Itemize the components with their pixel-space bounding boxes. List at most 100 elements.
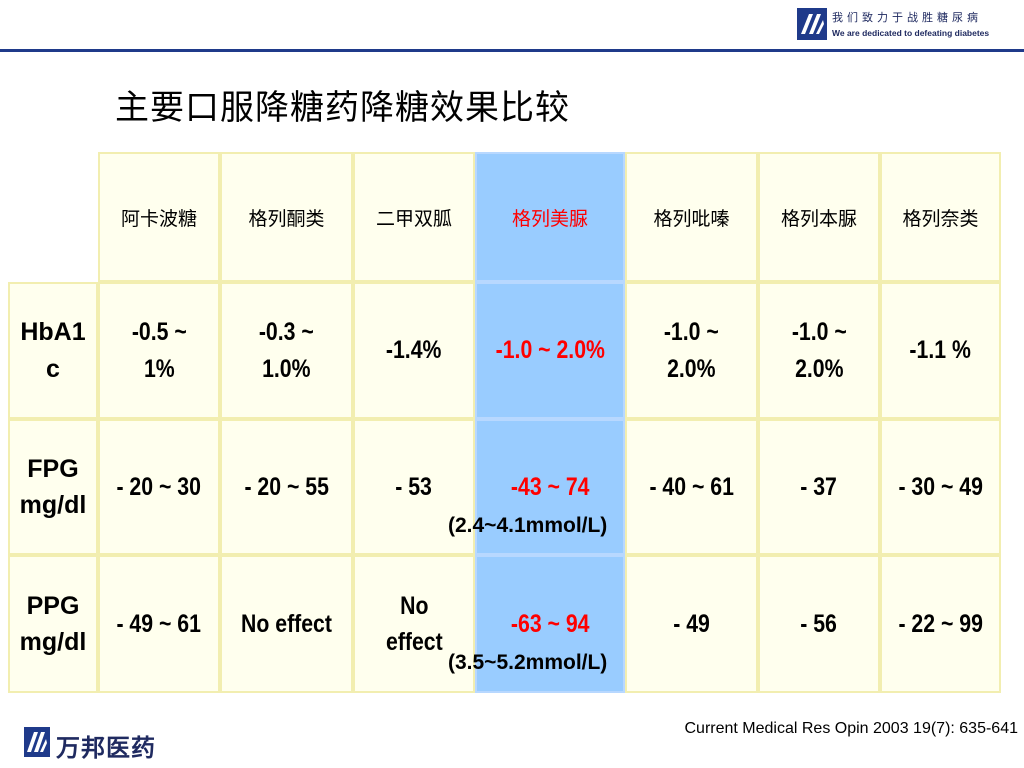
wanbang-logo-icon	[797, 8, 827, 40]
cell-value: No effect	[386, 588, 443, 661]
fpg-unit-note: (2.4~4.1mmol/L)	[448, 514, 608, 537]
cell-value-line: -1.0 ~ 2.0%	[495, 336, 605, 365]
header-slogan-en: We are dedicated to defeating diabetes	[832, 28, 990, 38]
cell-value-line: -43 ~ 74	[510, 472, 590, 501]
table-cell: - 20 ~ 55	[220, 419, 353, 555]
wanbang-logo-icon	[24, 727, 50, 757]
cell-value: -1.1 %	[910, 332, 971, 368]
cell-value-line: -0.5 ~	[131, 318, 187, 347]
header-divider	[0, 49, 1024, 52]
column-header-label: 格列酮类	[248, 207, 325, 230]
cell-value-line: - 40 ~ 61	[649, 472, 734, 501]
cell-value-line: -1.0 ~	[791, 318, 847, 347]
cell-value-line: -0.3 ~	[259, 318, 314, 347]
cell-value: - 56	[801, 606, 838, 642]
table-cell: - 53	[353, 419, 475, 555]
cell-value-line: - 37	[800, 472, 838, 501]
cell-value-line: - 20 ~ 30	[116, 472, 202, 501]
cell-value-line: - 30 ~ 49	[898, 472, 983, 501]
header-slogan-cn: 我们致力于战胜糖尿病	[832, 11, 982, 24]
cell-value: -63 ~ 94	[511, 606, 590, 642]
column-header-label: 格列吡嗪	[653, 207, 730, 230]
row-header-label: PPG mg/dl	[20, 588, 87, 661]
cell-value-line: - 49 ~ 61	[116, 609, 202, 638]
table-cell: - 56	[758, 555, 880, 693]
cell-value-line: -1.0 ~	[664, 318, 719, 347]
cell-value-line: -1.1 %	[909, 336, 972, 365]
row-header-line: PPG	[26, 591, 80, 620]
row-header-label: HbA1 c	[20, 314, 85, 387]
cell-value-line: - 22 ~ 99	[898, 609, 983, 638]
cell-value-line: 2.0%	[667, 354, 716, 383]
column-header-label: 格列奈类	[902, 207, 979, 230]
cell-value-line: - 53	[395, 472, 433, 501]
cell-value-line: 2.0%	[794, 354, 844, 383]
cell-value: - 49 ~ 61	[117, 606, 201, 642]
cell-value-line: -63 ~ 94	[510, 609, 590, 638]
table-cell: -1.0 ~ 2.0%	[475, 282, 625, 419]
cell-value-line: - 20 ~ 55	[244, 472, 329, 501]
cell-value: - 53	[396, 469, 433, 505]
table-cell: -0.5 ~ 1%	[98, 282, 220, 419]
cell-value: - 40 ~ 61	[649, 469, 733, 505]
cell-value: -1.0 ~ 2.0%	[664, 314, 719, 387]
table-cell: -43 ~ 74	[475, 419, 625, 555]
table-cell: No effect	[353, 555, 475, 693]
column-header: 格列奈类	[880, 152, 1001, 282]
table-cell: -1.0 ~ 2.0%	[625, 282, 758, 419]
footer-brand: 万邦医药	[56, 734, 156, 762]
cell-value: -1.4%	[386, 332, 442, 368]
cell-value-line: effect	[385, 628, 443, 656]
table-cell: -0.3 ~ 1.0%	[220, 282, 353, 419]
cell-value: - 22 ~ 99	[898, 606, 982, 642]
cell-value-line: - 56	[800, 609, 838, 638]
table-cell: - 37	[758, 419, 880, 555]
column-header-label: 格列本脲	[780, 207, 857, 230]
table-cell: -1.4%	[353, 282, 475, 419]
cell-value: - 20 ~ 30	[117, 469, 201, 505]
column-header-label: 格列美脲	[511, 207, 588, 230]
cell-value: No effect	[241, 606, 332, 642]
row-header-line: HbA1	[20, 318, 86, 347]
row-header-label: FPG mg/dl	[20, 451, 87, 524]
table-cell: - 20 ~ 30	[98, 419, 220, 555]
cell-value: -0.3 ~ 1.0%	[259, 314, 314, 387]
row-header-line: c	[46, 354, 60, 383]
table-cell: -1.1 %	[880, 282, 1001, 419]
cell-value: - 49	[673, 606, 710, 642]
cell-value-line: No effect	[241, 609, 332, 638]
page-title: 主要口服降糖药降糖效果比较	[115, 88, 570, 128]
table-cell: - 30 ~ 49	[880, 419, 1001, 555]
column-header-label: 二甲双胍	[375, 207, 452, 230]
table-cell: - 40 ~ 61	[625, 419, 758, 555]
column-header-label: 阿卡波糖	[120, 207, 197, 230]
column-header: 阿卡波糖	[98, 152, 220, 282]
row-header-line: mg/dl	[19, 628, 87, 656]
row-header: HbA1 c	[8, 282, 98, 419]
column-header: 格列酮类	[220, 152, 353, 282]
cell-value-line: 1%	[143, 354, 175, 383]
cell-value-line: - 49	[673, 609, 710, 638]
cell-value: -0.5 ~ 1%	[132, 314, 187, 387]
table-cell: -1.0 ~ 2.0%	[758, 282, 880, 419]
row-header: PPG mg/dl	[8, 555, 98, 693]
cell-value: - 30 ~ 49	[898, 469, 982, 505]
cell-value-line: -1.4%	[386, 336, 442, 365]
cell-value: - 20 ~ 55	[244, 469, 328, 505]
row-header: FPG mg/dl	[8, 419, 98, 555]
cell-value: -1.0 ~ 2.0%	[792, 314, 847, 387]
cell-value: -1.0 ~ 2.0%	[495, 332, 604, 368]
row-header-line: mg/dl	[19, 491, 87, 519]
citation: Current Medical Res Opin 2003 19(7): 635…	[684, 720, 1018, 737]
ppg-unit-note: (3.5~5.2mmol/L)	[448, 651, 608, 674]
column-header: 格列吡嗪	[625, 152, 758, 282]
cell-value-line: 1.0%	[262, 354, 311, 383]
comparison-table: 阿卡波糖 格列酮类 二甲双胍 格列美脲 格列吡嗪 格列本脲 格列奈类 HbA1 c -0.5 ~ 1…	[8, 152, 1001, 693]
table-cell: - 49 ~ 61	[98, 555, 220, 693]
table-cell: No effect	[220, 555, 353, 693]
row-header-line: FPG	[27, 454, 79, 483]
column-header: 格列本脲	[758, 152, 880, 282]
table-cell: - 22 ~ 99	[880, 555, 1001, 693]
table-cell: - 49	[625, 555, 758, 693]
table-cell: -63 ~ 94	[475, 555, 625, 693]
